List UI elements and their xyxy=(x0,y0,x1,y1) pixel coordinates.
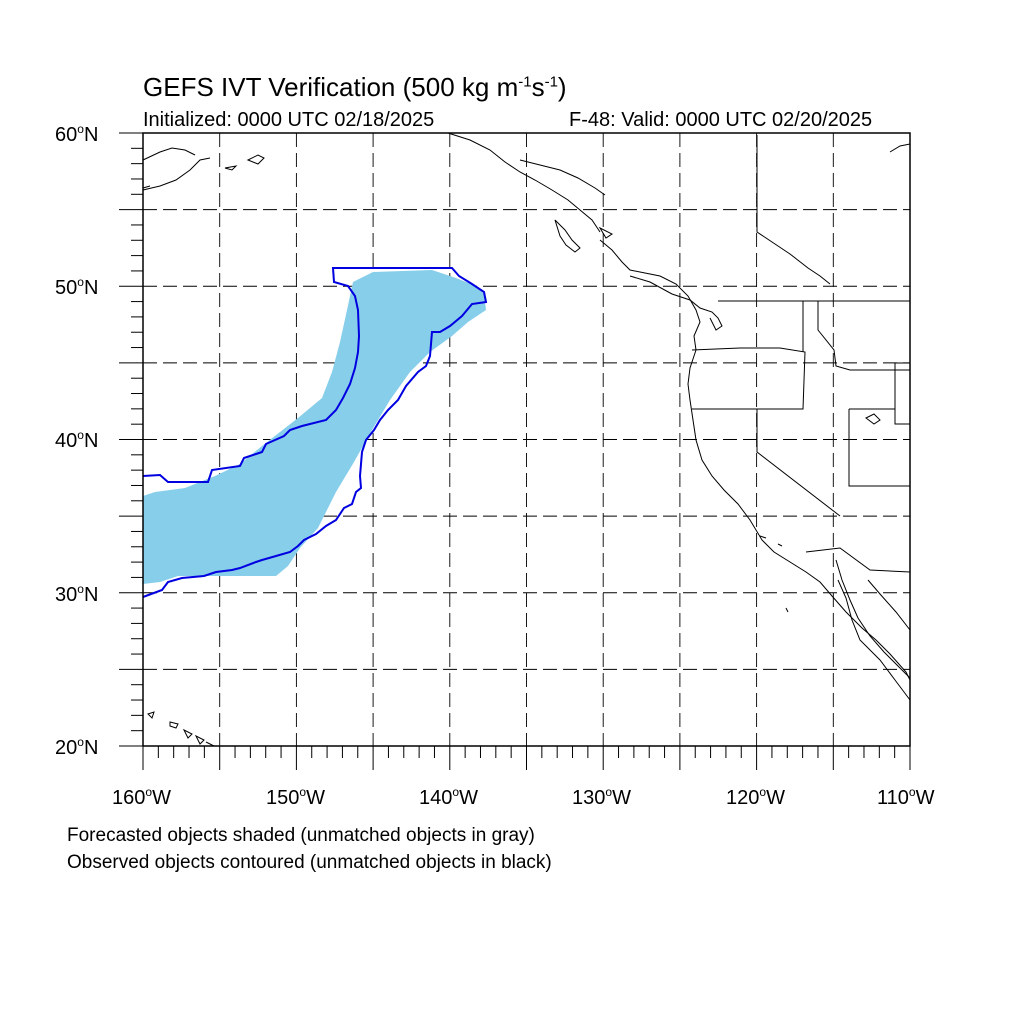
forecast-object-shading xyxy=(143,270,486,584)
coastlines xyxy=(142,132,911,747)
map-title: GEFS IVT Verification (500 kg m-1s-1) xyxy=(143,72,567,102)
lon-label-160: 160oW xyxy=(112,785,171,809)
lon-label-150: 150oW xyxy=(266,785,325,809)
lon-label-130: 130oW xyxy=(572,785,631,809)
axis-ticks xyxy=(119,132,911,770)
observed-object-contour xyxy=(142,267,488,598)
footnote-observed: Observed objects contoured (unmatched ob… xyxy=(67,852,552,873)
lat-label-60: 60oN xyxy=(55,122,98,146)
latitude-labels: 20oN 30oN 40oN 50oN 60oN xyxy=(55,122,98,759)
longitude-labels: 160oW 150oW 140oW 130oW 120oW 110oW xyxy=(112,785,935,809)
valid-time: F-48: Valid: 0000 UTC 02/20/2025 xyxy=(569,109,873,131)
lon-label-120: 120oW xyxy=(726,785,785,809)
lat-label-40: 40oN xyxy=(55,428,98,452)
footnote-forecast: Forecasted objects shaded (unmatched obj… xyxy=(67,825,535,846)
lat-label-20: 20oN xyxy=(55,735,98,759)
map-grid xyxy=(143,133,910,746)
lon-label-140: 140oW xyxy=(419,785,478,809)
initialized-time: Initialized: 0000 UTC 02/18/2025 xyxy=(143,109,435,131)
lat-label-50: 50oN xyxy=(55,275,98,299)
lon-label-110: 110oW xyxy=(877,785,935,809)
lat-label-30: 30oN xyxy=(55,582,98,606)
